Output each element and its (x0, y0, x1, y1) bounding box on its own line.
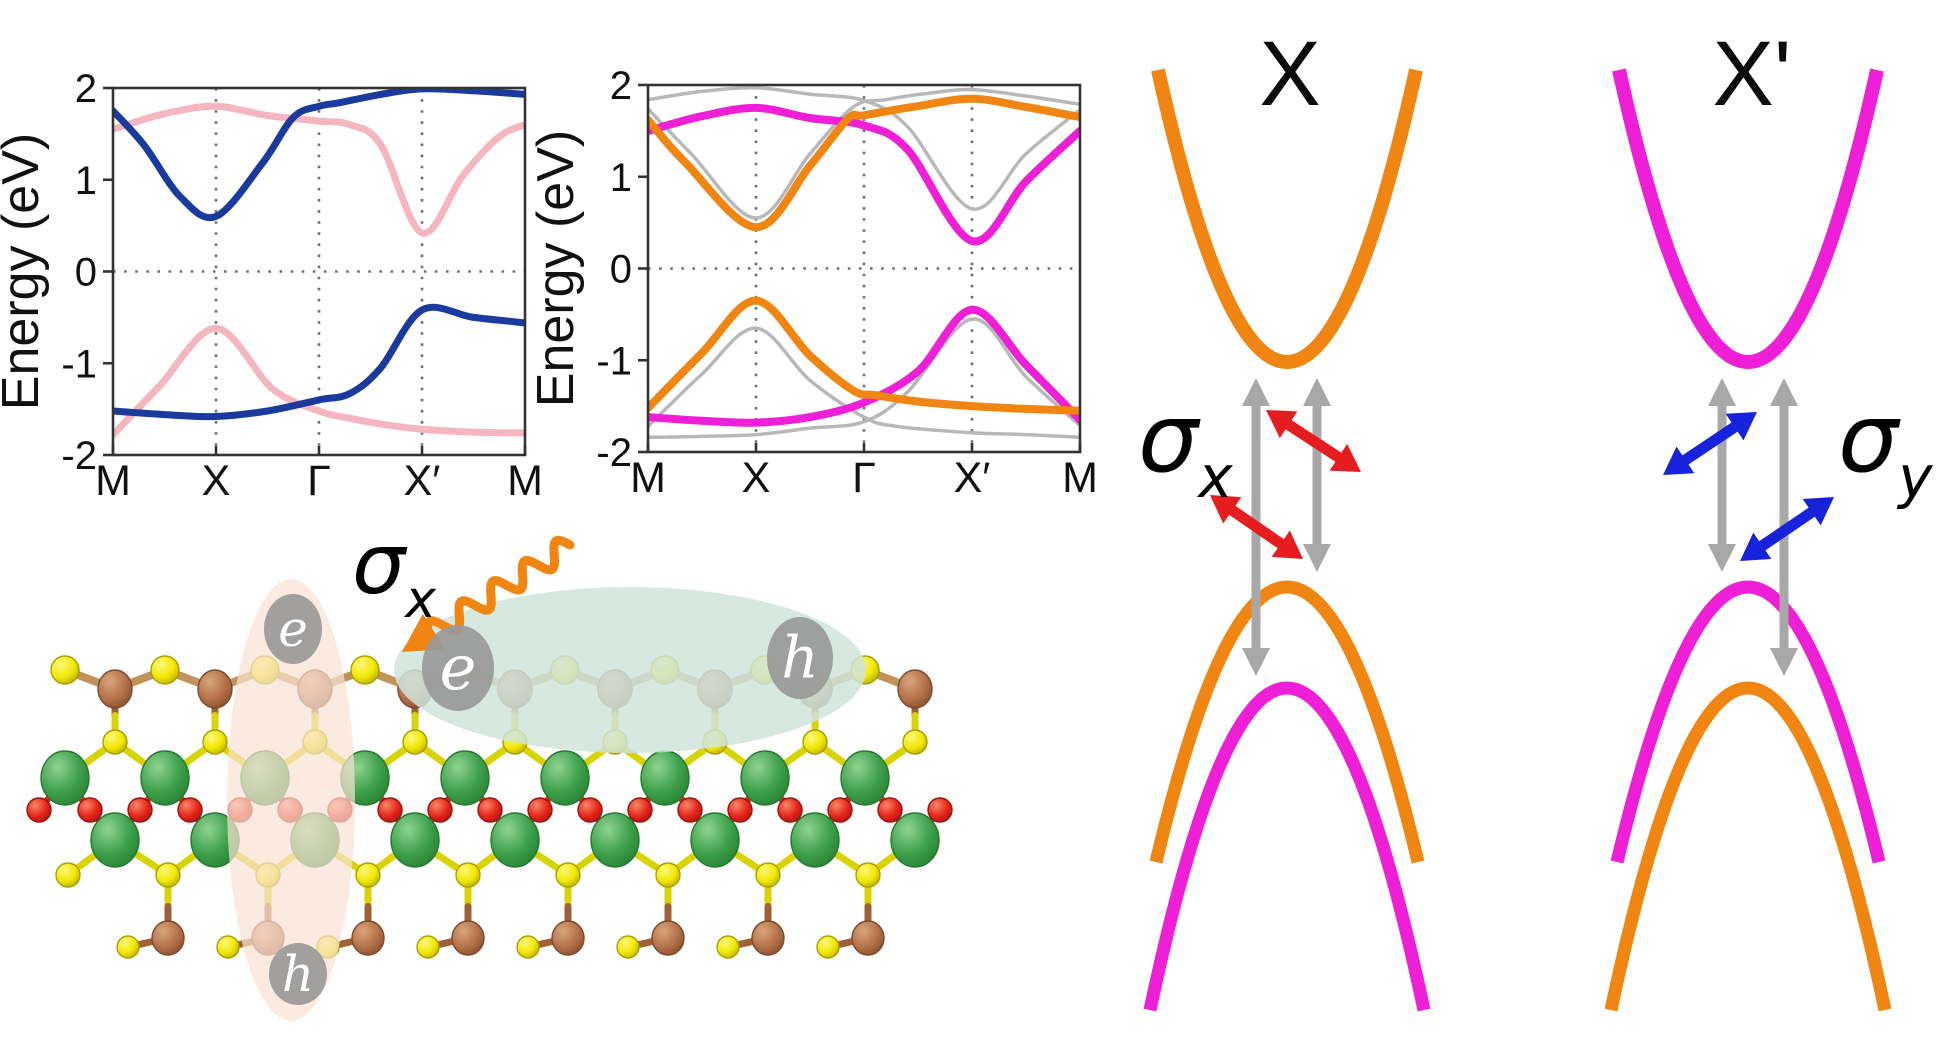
valence-band-inner-arch (1143, 681, 1431, 1012)
hole-marker (767, 617, 833, 699)
sigma-symbol: σ (352, 515, 406, 613)
x-tick-label: X′ (404, 457, 441, 505)
band-pink_conduction_band (113, 102, 525, 237)
valence-band-outer-arch (1610, 580, 1886, 864)
interband-transition-arrow (1708, 378, 1736, 572)
sigma-symbol: σ (1838, 384, 1899, 494)
valence-band-inner-arch (1604, 681, 1892, 1012)
y-axis-title: Energy (eV) (527, 130, 585, 407)
horizontal-exciton-region (394, 587, 866, 753)
band-orange_conduction_band (648, 94, 1080, 232)
sigma-subscript: x (405, 570, 437, 630)
sigma-subscript: y (1898, 443, 1933, 511)
band-blue_valence_band (113, 303, 525, 421)
hole-marker (269, 943, 327, 1005)
vertical-exciton-region (227, 579, 355, 1021)
quasiparticle-letter: h (282, 945, 314, 1003)
x-tick-label: M (95, 457, 131, 505)
y-tick-label: 2 (610, 64, 632, 108)
y-axis-title: Energy (eV) (0, 133, 50, 410)
sigma-symbol: σ (1138, 384, 1199, 494)
quasiparticle-letter: e (278, 600, 308, 658)
y-tick-label: -2 (596, 431, 632, 475)
band-gray_valence_a (648, 326, 1080, 440)
y-tick-label: 2 (75, 67, 97, 111)
band-orange_valence_band (648, 296, 1080, 415)
valence-band-outer-arch (1149, 580, 1425, 864)
y-tick-label: -2 (61, 434, 97, 478)
sigma-subscript: x (1198, 443, 1233, 511)
conduction-band-parabola (1151, 68, 1423, 369)
sigma-x-polarization-label: σx (1138, 392, 1233, 507)
conduction-band-parabola (1612, 68, 1884, 369)
y-tick-label: 0 (610, 248, 632, 292)
x-tick-label: M (630, 454, 666, 502)
x-tick-label: M (507, 457, 543, 505)
band-gray_conduction_a (648, 87, 1080, 220)
valley-x-title: X (1259, 23, 1321, 125)
y-tick-label: -1 (596, 339, 632, 383)
valley-xprime-title: X' (1712, 23, 1792, 125)
crystal-structure-panel: e h e h (26, 535, 953, 1021)
x-tick-label: Γ (307, 457, 331, 505)
polarization-double-arrow (1663, 412, 1757, 475)
band-curves (648, 85, 1080, 440)
x-tick-label: M (1062, 454, 1098, 502)
quasiparticle-letter: h (781, 624, 818, 692)
band-magenta_conduction_band (648, 103, 1080, 246)
band-pink_valence_band (113, 324, 525, 439)
x-tick-label: X (742, 454, 771, 502)
y-tick-label: 1 (610, 156, 632, 200)
electron-marker (264, 594, 322, 664)
polarization-double-arrow (1210, 495, 1303, 559)
x-tick-label: Γ (852, 454, 876, 502)
polarization-double-arrow (1266, 410, 1361, 472)
sigma-x-photon-label: σx (352, 522, 436, 626)
interband-transition-arrow (1303, 378, 1331, 572)
band-gray_conduction_b (648, 85, 1080, 211)
sigma-y-polarization-label: σy (1838, 392, 1933, 507)
polarization-double-arrow (1740, 497, 1834, 561)
quasiparticle-letter: e (440, 631, 477, 704)
band-gray_valence_b (648, 317, 1080, 440)
x-tick-label: X′ (954, 454, 991, 502)
y-tick-label: -1 (61, 342, 97, 386)
valley-xprime-diagram (1604, 68, 1892, 1012)
electron-marker (422, 625, 494, 711)
x-tick-label: X (202, 457, 231, 505)
y-tick-label: 1 (75, 159, 97, 203)
y-tick-label: 0 (75, 251, 97, 295)
band-curves (113, 88, 525, 439)
valley-x-diagram (1143, 68, 1431, 1012)
